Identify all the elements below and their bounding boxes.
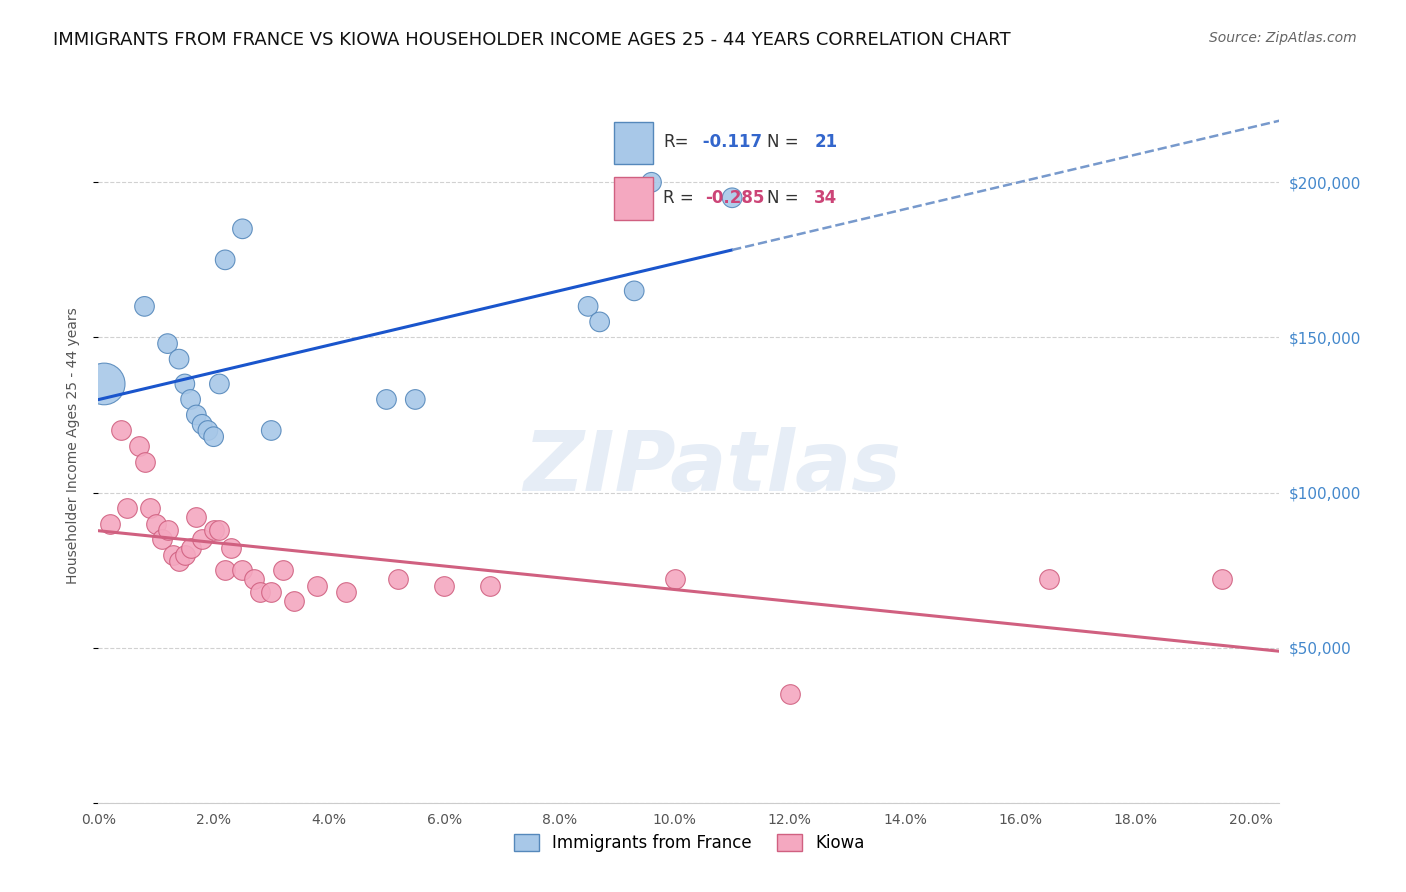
- Point: [219, 541, 242, 556]
- Point: [173, 376, 195, 391]
- Point: [180, 392, 202, 407]
- Point: [214, 563, 236, 577]
- Point: [186, 408, 208, 422]
- Point: [162, 548, 184, 562]
- Point: [623, 284, 645, 298]
- Point: [243, 573, 266, 587]
- Point: [208, 523, 231, 537]
- Point: [139, 501, 162, 516]
- Point: [335, 584, 357, 599]
- Point: [134, 299, 156, 313]
- Point: [214, 252, 236, 267]
- Point: [283, 594, 305, 608]
- Point: [271, 563, 294, 577]
- Point: [1038, 573, 1060, 587]
- Point: [98, 516, 121, 531]
- Point: [186, 510, 208, 524]
- Point: [110, 424, 132, 438]
- Point: [433, 579, 456, 593]
- Y-axis label: Householder Income Ages 25 - 44 years: Householder Income Ages 25 - 44 years: [66, 308, 80, 584]
- Point: [588, 315, 610, 329]
- Point: [387, 573, 409, 587]
- Point: [231, 563, 253, 577]
- Text: Source: ZipAtlas.com: Source: ZipAtlas.com: [1209, 31, 1357, 45]
- Point: [156, 336, 179, 351]
- Text: ZIPatlas: ZIPatlas: [523, 427, 901, 508]
- Point: [202, 430, 225, 444]
- Point: [128, 439, 150, 453]
- Point: [191, 417, 214, 432]
- Point: [404, 392, 426, 407]
- Point: [180, 541, 202, 556]
- Point: [640, 175, 662, 189]
- Point: [167, 352, 190, 367]
- Point: [249, 584, 271, 599]
- Point: [307, 579, 329, 593]
- Point: [134, 454, 156, 468]
- Point: [191, 532, 214, 546]
- Point: [375, 392, 398, 407]
- Point: [93, 376, 115, 391]
- Point: [202, 523, 225, 537]
- Point: [779, 687, 801, 701]
- Legend: Immigrants from France, Kiowa: Immigrants from France, Kiowa: [508, 827, 870, 859]
- Point: [479, 579, 502, 593]
- Point: [1211, 573, 1233, 587]
- Point: [167, 554, 190, 568]
- Point: [197, 424, 219, 438]
- Point: [150, 532, 173, 546]
- Point: [156, 523, 179, 537]
- Point: [208, 376, 231, 391]
- Point: [664, 573, 686, 587]
- Point: [173, 548, 195, 562]
- Point: [145, 516, 167, 531]
- Point: [260, 424, 283, 438]
- Point: [576, 299, 599, 313]
- Point: [115, 501, 138, 516]
- Text: IMMIGRANTS FROM FRANCE VS KIOWA HOUSEHOLDER INCOME AGES 25 - 44 YEARS CORRELATIO: IMMIGRANTS FROM FRANCE VS KIOWA HOUSEHOL…: [53, 31, 1011, 49]
- Point: [260, 584, 283, 599]
- Point: [231, 222, 253, 236]
- Point: [721, 191, 744, 205]
